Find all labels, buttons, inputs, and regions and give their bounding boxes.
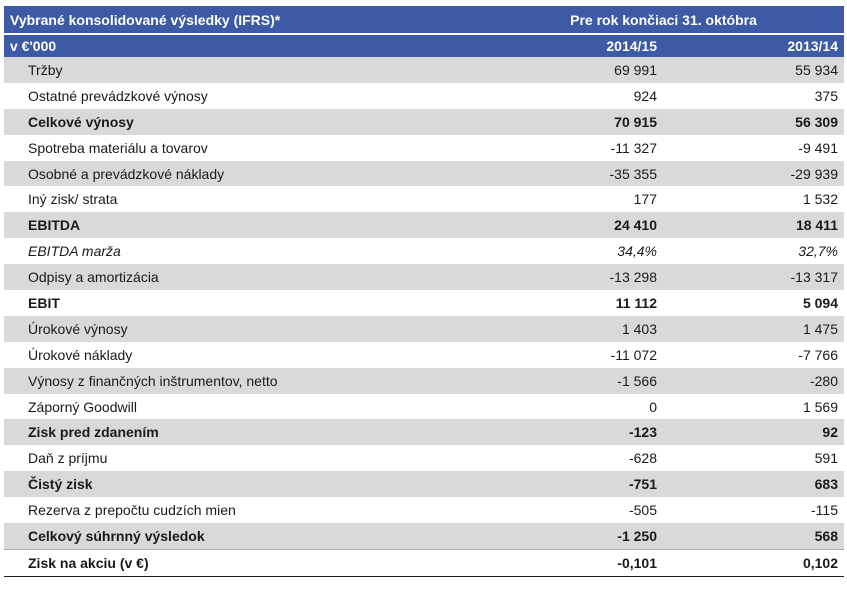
row-value-2014-15: -123 — [483, 419, 663, 446]
table-row: Daň z príjmu -628 591 — [4, 445, 844, 471]
row-value-2013-14: -115 — [811, 502, 838, 519]
row-label: Výnosy z finančných inštrumentov, netto — [4, 367, 483, 394]
row-value-2014-15: -1 566 — [483, 367, 663, 394]
row-label: Zisk na akciu (v €) — [4, 548, 483, 577]
unit-label: v €'000 — [4, 34, 483, 57]
table-row: Spotreba materiálu a tovarov -11 327 -9 … — [4, 135, 844, 161]
row-value-2013-14: 1 532 — [802, 191, 838, 208]
row-value-2014-15: -1 250 — [483, 523, 663, 550]
row-label: Osobné a prevádzkové náklady — [4, 160, 483, 187]
row-label: Rezerva z prepočtu cudzích mien — [28, 502, 236, 519]
table-header: Vybrané konsolidované výsledky (IFRS)* P… — [4, 6, 844, 57]
row-value-2014-15: 70 915 — [483, 108, 663, 135]
header-row-columns: v €'000 2014/15 2013/14 — [4, 34, 844, 57]
row-value-2014-15: -628 — [628, 450, 657, 467]
row-label: EBITDA — [4, 212, 483, 239]
row-value-2014-15: -751 — [483, 471, 663, 498]
table-row: EBIT 11 112 5 094 — [4, 290, 844, 316]
row-value-2014-15: -0,101 — [483, 548, 663, 577]
row-value-2014-15: -13 298 — [483, 264, 663, 291]
row-label: Zisk pred zdanením — [4, 419, 483, 446]
row-value-2014-15: 177 — [633, 191, 657, 208]
row-label: EBIT — [28, 294, 60, 311]
row-label: Úrokové výnosy — [4, 315, 483, 342]
row-value-2014-15: 24 410 — [483, 212, 663, 239]
table-row: Tržby 69 991 55 934 — [4, 57, 844, 83]
row-value-2014-15: 11 112 — [615, 294, 657, 311]
results-table: Vybrané konsolidované výsledky (IFRS)* P… — [4, 6, 844, 577]
row-label: Celkové výnosy — [4, 108, 483, 135]
row-value-2013-14: 0,102 — [663, 548, 844, 577]
row-label: Iný zisk/ strata — [28, 191, 118, 208]
row-value-2013-14: 568 — [663, 523, 844, 550]
column-header-2013-14: 2013/14 — [663, 34, 844, 57]
table-row: Ostatné prevádzkové výnosy 924 375 — [4, 83, 844, 109]
row-label: Čistý zisk — [4, 471, 483, 498]
row-label: Úrokové náklady — [28, 346, 133, 363]
row-value-2014-15: -35 355 — [483, 160, 663, 187]
row-value-2013-14: 591 — [814, 450, 838, 467]
row-value-2013-14: -13 317 — [663, 264, 844, 291]
results-table-container: Vybrané konsolidované výsledky (IFRS)* P… — [4, 6, 844, 577]
row-label: EBITDA marža — [28, 243, 121, 260]
table-row: Záporný Goodwill 0 1 569 — [4, 394, 844, 420]
row-value-2013-14: 683 — [663, 471, 844, 498]
row-value-2013-14: 18 411 — [663, 212, 844, 239]
row-value-2013-14: 5 094 — [802, 294, 838, 311]
row-label: Spotreba materiálu a tovarov — [28, 139, 208, 156]
table-row: Úrokové výnosy 1 403 1 475 — [4, 315, 844, 342]
table-row: Iný zisk/ strata 177 1 532 — [4, 186, 844, 212]
row-value-2014-15: -505 — [628, 502, 657, 519]
row-value-2013-14: -29 939 — [663, 160, 844, 187]
row-value-2013-14: -280 — [663, 367, 844, 394]
row-value-2014-15: -11 327 — [610, 139, 657, 156]
row-value-2013-14: 375 — [814, 87, 838, 104]
row-label: Odpisy a amortizácia — [4, 264, 483, 291]
row-value-2014-15: -11 072 — [610, 346, 657, 363]
row-value-2013-14: 1 475 — [663, 315, 844, 342]
table-row: Výnosy z finančných inštrumentov, netto … — [4, 367, 844, 394]
table-row: Zisk pred zdanením -123 92 — [4, 419, 844, 446]
row-value-2014-15: 34,4% — [617, 243, 657, 260]
table-row: Osobné a prevádzkové náklady -35 355 -29… — [4, 160, 844, 187]
row-label: Ostatné prevádzkové výnosy — [28, 87, 208, 104]
table-row: Čistý zisk -751 683 — [4, 471, 844, 498]
table-title: Vybrané konsolidované výsledky (IFRS)* — [4, 6, 483, 35]
table-body: Tržby 69 991 55 934 Ostatné prevádzkové … — [4, 57, 844, 577]
row-value-2013-14: -9 491 — [798, 139, 838, 156]
row-label: Daň z príjmu — [28, 450, 108, 467]
row-value-2013-14: 56 309 — [663, 108, 844, 135]
table-row: Zisk na akciu (v €) -0,101 0,102 — [4, 548, 844, 577]
row-value-2014-15: 0 — [649, 398, 657, 415]
row-value-2013-14: 1 569 — [802, 398, 838, 415]
row-value-2014-15: 924 — [633, 87, 657, 104]
row-label: Celkový súhrnný výsledok — [4, 523, 483, 550]
row-value-2013-14: 92 — [663, 419, 844, 446]
row-value-2014-15: 1 403 — [483, 315, 663, 342]
header-row-title: Vybrané konsolidované výsledky (IFRS)* P… — [4, 6, 844, 35]
row-value-2013-14: 32,7% — [798, 243, 838, 260]
table-row: Úrokové náklady -11 072 -7 766 — [4, 342, 844, 368]
row-value-2014-15: 69 991 — [483, 57, 663, 83]
row-label: Záporný Goodwill — [28, 398, 137, 415]
row-label: Tržby — [4, 57, 483, 83]
row-value-2013-14: -7 766 — [798, 346, 838, 363]
table-row: EBITDA 24 410 18 411 — [4, 212, 844, 239]
table-row: EBITDA marža 34,4% 32,7% — [4, 238, 844, 264]
period-label: Pre rok končiaci 31. októbra — [483, 6, 844, 35]
table-row: Celkové výnosy 70 915 56 309 — [4, 108, 844, 135]
column-header-2014-15: 2014/15 — [483, 34, 663, 57]
row-value-2013-14: 55 934 — [663, 57, 844, 83]
table-row: Rezerva z prepočtu cudzích mien -505 -11… — [4, 497, 844, 523]
table-row: Odpisy a amortizácia -13 298 -13 317 — [4, 264, 844, 291]
table-row: Celkový súhrnný výsledok -1 250 568 — [4, 523, 844, 550]
